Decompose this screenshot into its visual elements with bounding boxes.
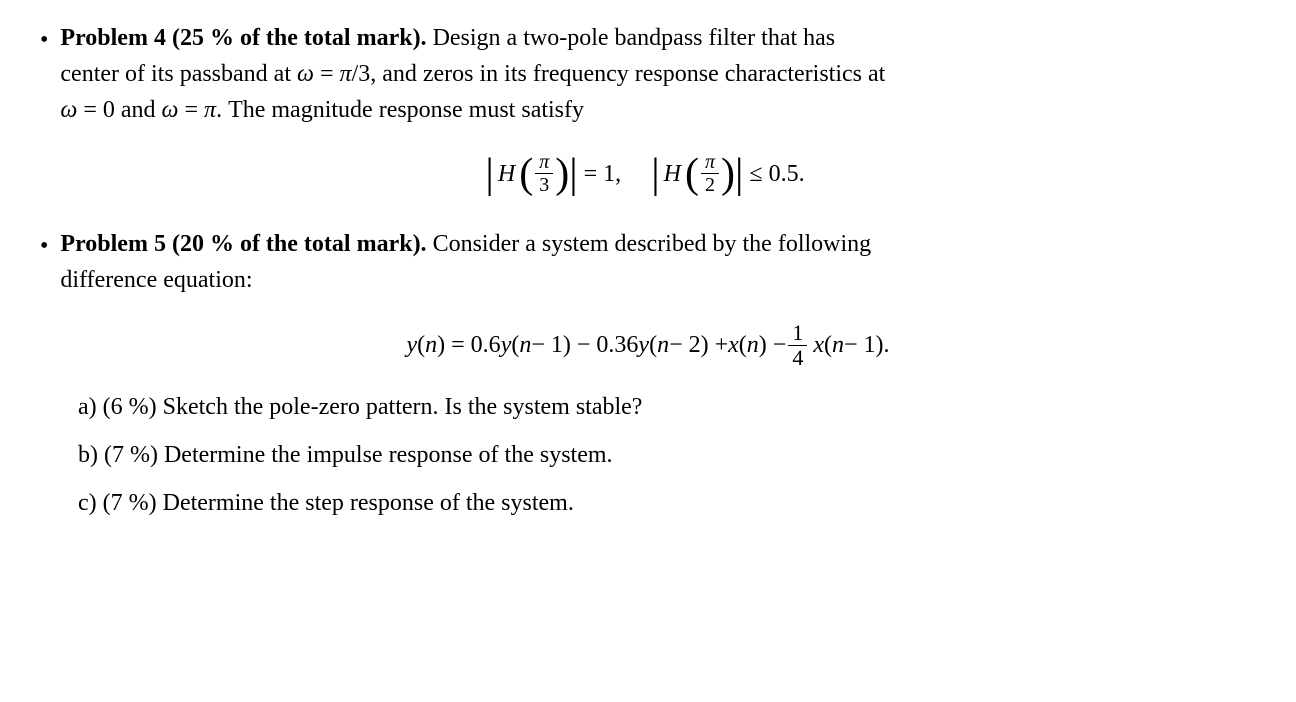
problem-4-equation: | H ( π 3 ) | = 1, | H ( π 2 ) | ≤ 0.5. — [40, 152, 1256, 198]
problem-4-text-3d: = — [179, 97, 205, 123]
omega-symbol-2: ω — [60, 97, 77, 123]
pi-symbol-2: π — [204, 97, 216, 123]
paren-open-5: ( — [824, 327, 832, 363]
minus1: − 1) − 0.36 — [531, 327, 638, 363]
frac-num-14: 1 — [788, 322, 807, 346]
end: − 1). — [844, 327, 890, 363]
eq-val-1: = 1, — [584, 156, 622, 192]
frac-num-1: π — [535, 152, 553, 174]
y2: y — [638, 327, 649, 363]
paren-open-3: ( — [649, 327, 657, 363]
pi-symbol: π — [340, 61, 352, 87]
omega-symbol-3: ω — [162, 97, 179, 123]
frac-num-2: π — [701, 152, 719, 174]
problem-4-text-1a: Design a two-pole bandpass filter that h… — [427, 25, 836, 51]
bullet-icon: • — [40, 22, 48, 58]
eq-val-2: ≤ 0.5. — [749, 156, 804, 192]
problem-5-part-c: c) (7 %) Determine the step response of … — [78, 485, 1256, 521]
problem-5-text-1: Consider a system described by the follo… — [427, 231, 872, 257]
problem-4-text-3b: = 0 and — [77, 97, 161, 123]
n-lhs: n — [425, 327, 437, 363]
H-symbol-2: H — [664, 156, 681, 192]
minusfrac: ) − — [759, 327, 787, 363]
n4: n — [832, 327, 844, 363]
n3: n — [747, 327, 759, 363]
problem-5-part-a: a) (6 %) Sketch the pole-zero pattern. I… — [78, 389, 1256, 425]
problem-4-text-3f: . The magnitude response must satisfy — [216, 97, 584, 123]
paren-open-1: ( — [417, 327, 425, 363]
frac-den-14: 4 — [788, 346, 807, 369]
x2: x — [813, 327, 824, 363]
problem-4-text-2a: center of its passband at — [60, 61, 297, 87]
problem-5-title: Problem 5 (20 % of the total mark). — [60, 231, 426, 257]
problem-4-title: Problem 4 (25 % of the total mark). — [60, 25, 426, 51]
omega-symbol: ω — [297, 61, 314, 87]
problem-5-equation: y(n) = 0.6 y(n − 1) − 0.36 y(n − 2) + x(… — [40, 322, 1256, 369]
fraction-pi-3: π 3 — [535, 152, 553, 195]
fraction-pi-2: π 2 — [701, 152, 719, 195]
fraction-1-4: 1 4 — [788, 322, 807, 369]
problem-4-text-2c: = — [314, 61, 340, 87]
bullet-icon-2: • — [40, 228, 48, 264]
problem-4-text-2e: /3, and zeros in its frequency response … — [352, 61, 886, 87]
problem-5-content: Problem 5 (20 % of the total mark). Cons… — [60, 226, 1256, 298]
n2: n — [657, 327, 669, 363]
equation-4-wrap: | H ( π 3 ) | = 1, | H ( π 2 ) | ≤ 0.5. — [485, 152, 810, 195]
n1: n — [519, 327, 531, 363]
problem-5-text-2: difference equation: — [60, 267, 252, 293]
minus2: − 2) + — [669, 327, 728, 363]
eq-part-1: ) = 0.6 — [437, 327, 501, 363]
y-lhs: y — [407, 327, 418, 363]
problem-5-subitems: a) (6 %) Sketch the pole-zero pattern. I… — [78, 389, 1256, 521]
equation-5-wrap: y(n) = 0.6 y(n − 1) − 0.36 y(n − 2) + x(… — [407, 322, 890, 369]
frac-den-2: 2 — [701, 174, 719, 195]
problem-4-content: Problem 4 (25 % of the total mark). Desi… — [60, 20, 1256, 128]
problem-5-part-b: b) (7 %) Determine the impulse response … — [78, 437, 1256, 473]
problem-4-block: • Problem 4 (25 % of the total mark). De… — [40, 20, 1256, 198]
x1: x — [728, 327, 739, 363]
problem-4-item: • Problem 4 (25 % of the total mark). De… — [40, 20, 1256, 128]
problem-5-item: • Problem 5 (20 % of the total mark). Co… — [40, 226, 1256, 298]
y1: y — [501, 327, 512, 363]
problem-5-block: • Problem 5 (20 % of the total mark). Co… — [40, 226, 1256, 521]
paren-open-4: ( — [739, 327, 747, 363]
H-symbol-1: H — [498, 156, 515, 192]
frac-den-1: 3 — [535, 174, 553, 195]
paren-open-2: ( — [511, 327, 519, 363]
